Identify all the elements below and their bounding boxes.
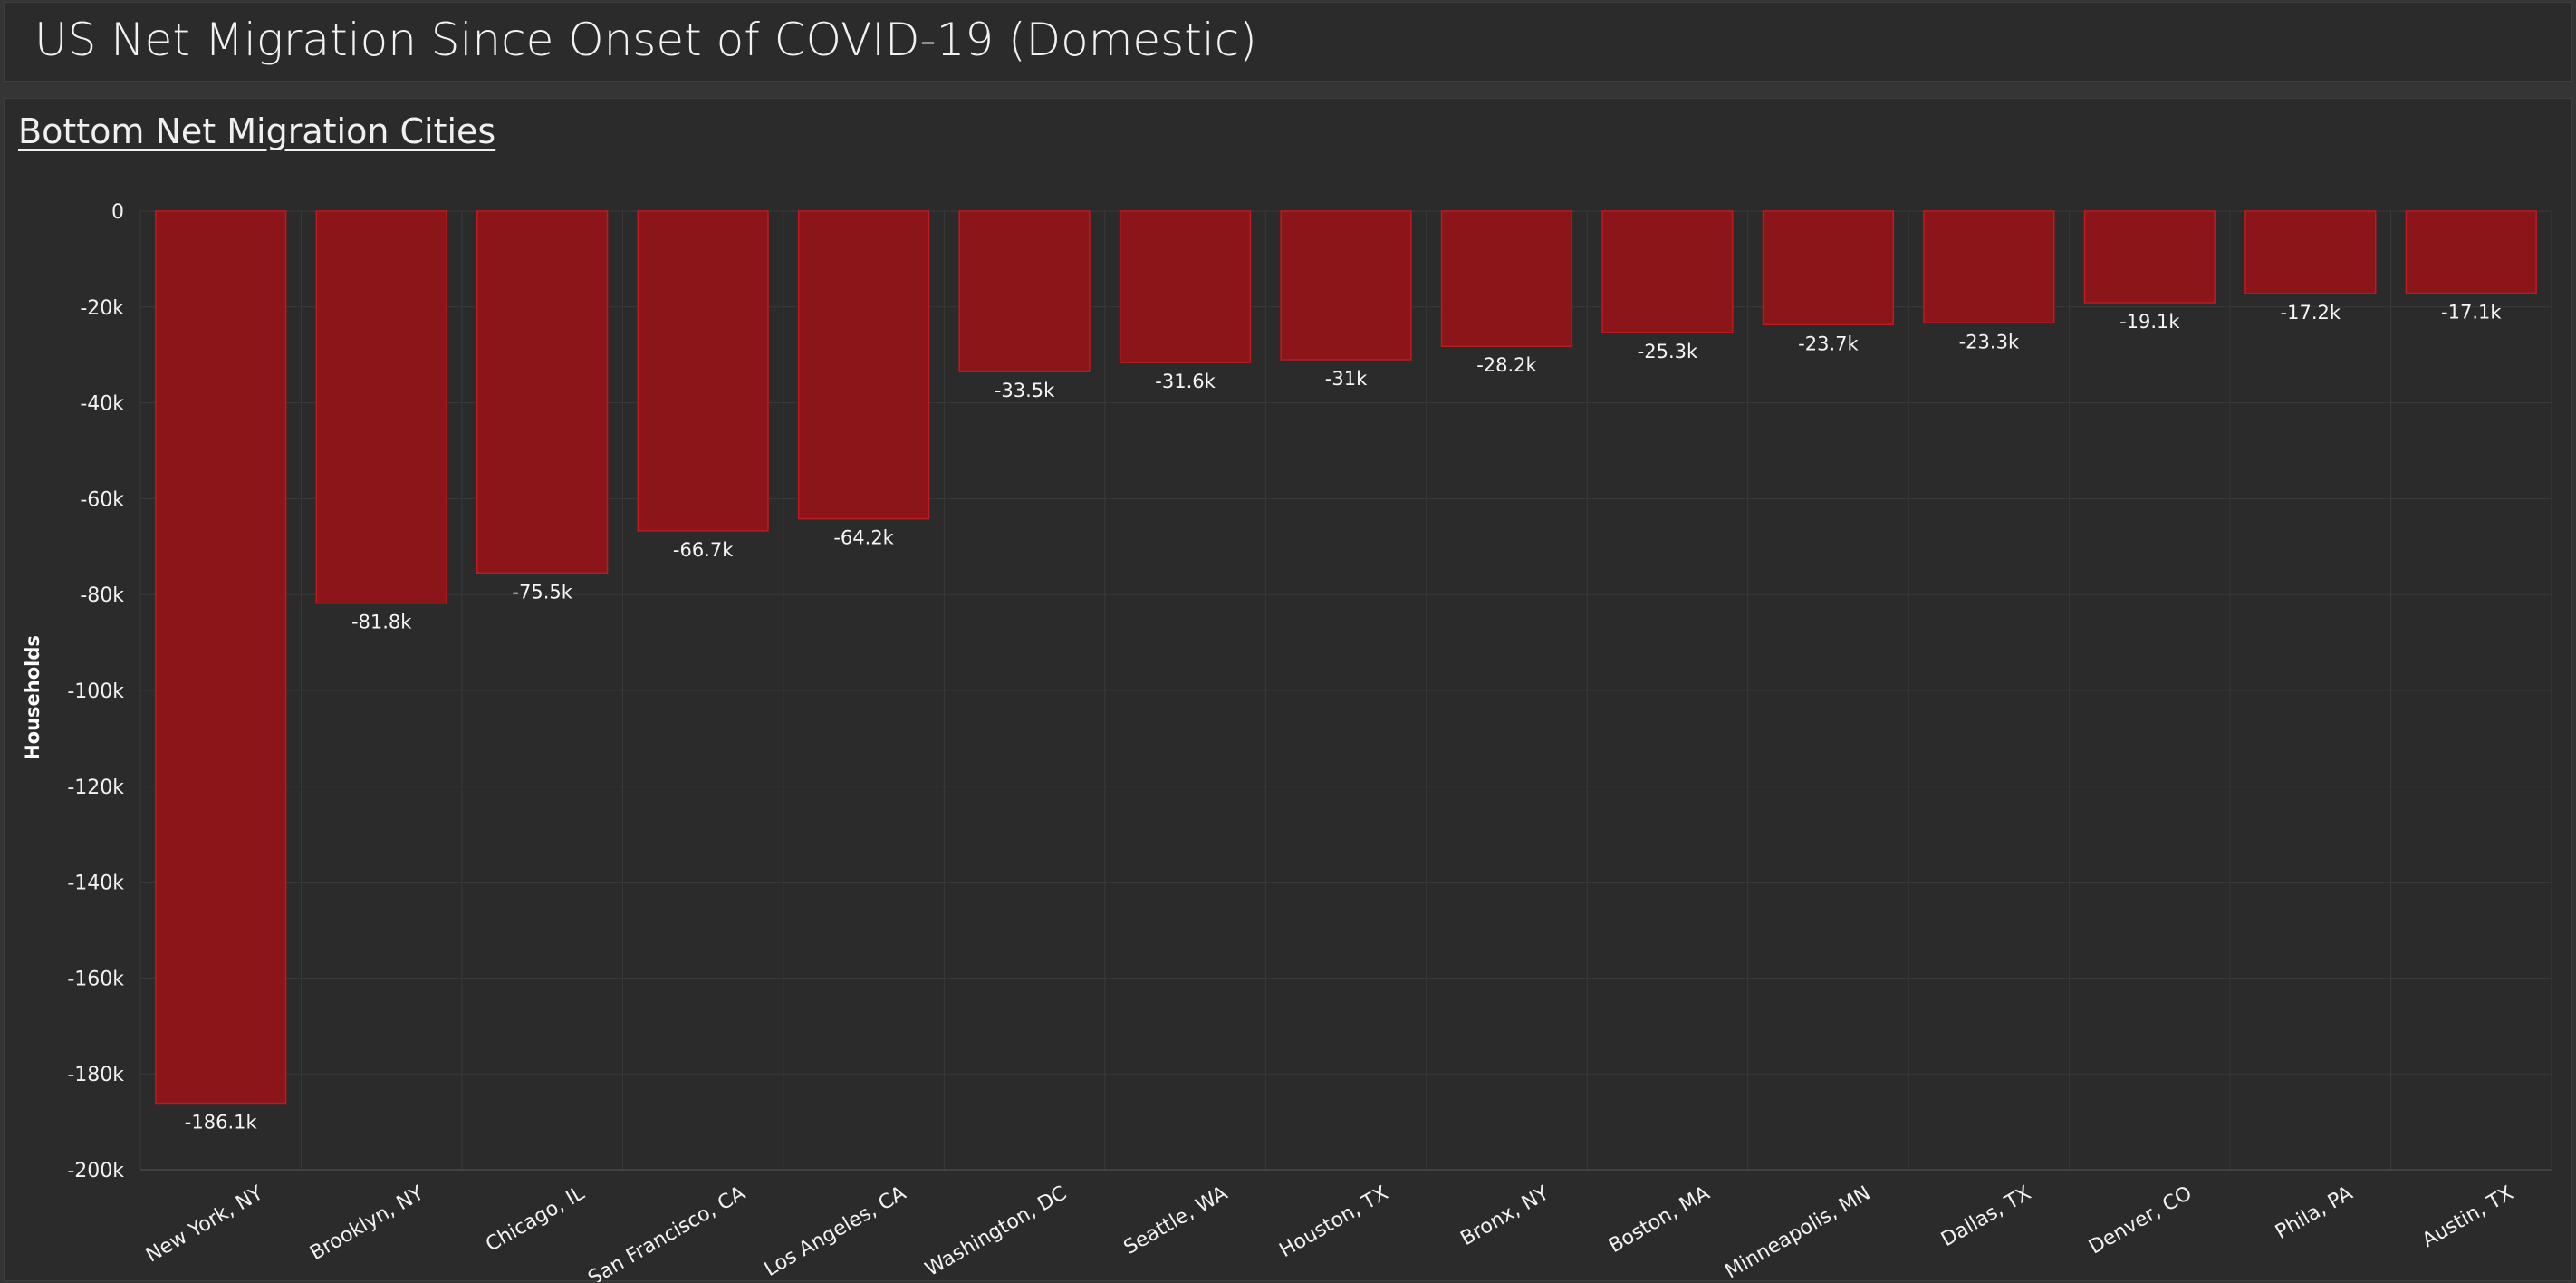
x-tick-label: Denver, CO [2085, 1182, 2196, 1259]
bar-chart: 0 -20k -40k -60k -80k -100k -120k -140k -160k -18… [22, 201, 2552, 1282]
chart-panel: Bottom Net Migration Cities 0 -20k -40k -60… [4, 98, 2572, 1282]
bar [1280, 210, 1412, 361]
y-tick-label: -40k [80, 393, 124, 416]
bar-value-label: -17.1k [2441, 301, 2502, 323]
x-tick-label: Dallas, TX [1937, 1182, 2035, 1252]
bar [1440, 210, 1573, 347]
bar [1923, 210, 2055, 324]
x-tick-label: Boston, MA [1605, 1182, 1714, 1259]
y-tick-label: -200k [67, 1160, 124, 1182]
bar [476, 210, 609, 574]
y-tick-label: -120k [67, 777, 124, 799]
x-tick-label: Brooklyn, NY [306, 1182, 428, 1265]
x-tick-label: New York, NY [142, 1182, 267, 1267]
x-tick-label: Minneapolis, MN [1722, 1182, 1875, 1282]
dashboard-header: US Net Migration Since Onset of COVID-19… [4, 2, 2572, 82]
x-tick-label: Phila, PA [2272, 1182, 2357, 1245]
bar-value-label: -25.3k [1638, 341, 1698, 362]
y-tick-label: -160k [67, 968, 124, 990]
x-tick-label: Houston, TX [1276, 1182, 1392, 1263]
bar-value-label: -17.2k [2281, 302, 2341, 323]
bar-value-label: -64.2k [833, 527, 894, 549]
x-tick-label: Chicago, IL [482, 1182, 589, 1257]
bar-value-label: -28.2k [1476, 354, 1537, 376]
chart-title: Bottom Net Migration Cities [18, 111, 496, 151]
bar-value-label: -81.8k [351, 612, 412, 633]
x-tick-label: Austin, TX [2418, 1182, 2517, 1252]
y-tick-label: -100k [67, 680, 124, 703]
bar [958, 210, 1091, 372]
y-axis-title: Households [22, 635, 43, 760]
y-tick-label: -60k [80, 488, 124, 511]
bar-value-label: -23.3k [1959, 331, 2020, 352]
bar [637, 210, 769, 532]
y-tick-label: -180k [67, 1064, 124, 1086]
bar [315, 210, 447, 604]
x-tick-label: Bronx, NY [1456, 1182, 1552, 1250]
bar [1601, 210, 1734, 333]
bar [155, 210, 287, 1105]
bar [2083, 210, 2216, 304]
y-tick-label: -20k [80, 297, 124, 320]
bar-value-label: -31k [1325, 368, 1368, 390]
y-tick-label: 0 [111, 201, 124, 224]
bar [1762, 210, 1895, 326]
bar-value-label: -33.5k [995, 380, 1055, 401]
y-tick-label: -80k [80, 584, 124, 607]
x-tick-label: Los Angeles, CA [761, 1182, 910, 1282]
y-tick-label: -140k [67, 873, 124, 895]
bar [797, 210, 930, 520]
x-tick-label: Washington, DC [922, 1182, 1072, 1281]
bar-value-label: -66.7k [673, 539, 734, 561]
bar-value-label: -23.7k [1798, 333, 1859, 354]
x-tick-label: San Francisco, CA [584, 1182, 749, 1282]
bar-value-label: -31.6k [1155, 371, 1216, 392]
x-tick-label: Seattle, WA [1120, 1182, 1232, 1259]
bar-value-label: -75.5k [512, 581, 572, 603]
bar [1119, 210, 1252, 363]
bar-value-label: -186.1k [185, 1111, 258, 1133]
bar [2244, 210, 2377, 294]
bar-value-label: -19.1k [2119, 311, 2180, 333]
dashboard-title: US Net Migration Since Onset of COVID-19… [34, 14, 1257, 66]
bar [2405, 210, 2537, 294]
